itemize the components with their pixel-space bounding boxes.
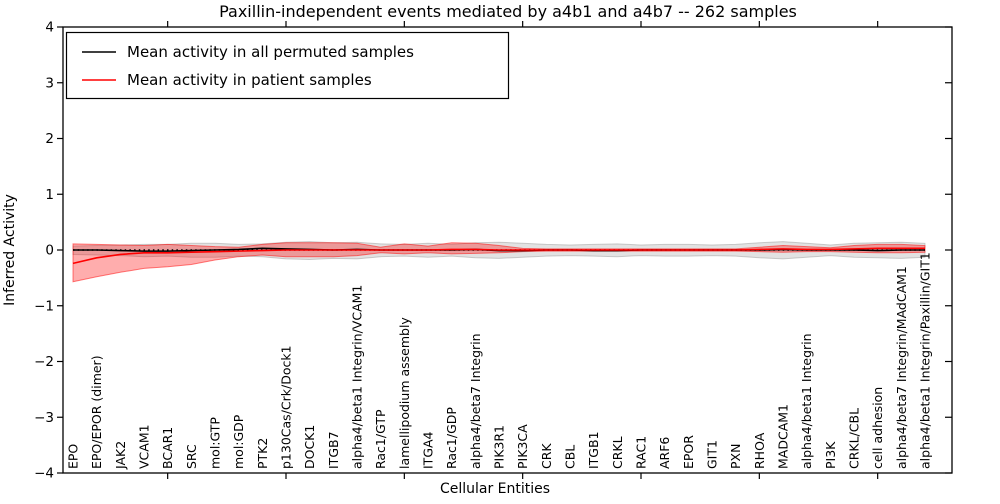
x-category-label: lamellipodium assembly: [397, 317, 412, 469]
x-category-label: PTK2: [255, 438, 270, 469]
x-category-label: PIK3CA: [515, 424, 530, 469]
x-category-label: MADCAM1: [776, 404, 791, 469]
x-category-label: mol:GDP: [231, 414, 246, 469]
x-category-label: PIK3R1: [492, 425, 507, 469]
x-category-label: DOCK1: [302, 425, 317, 469]
x-category-label: ARF6: [657, 437, 672, 469]
x-category-label: EPO: [66, 444, 81, 469]
y-tick-label: 1: [45, 187, 54, 203]
x-category-label: alpha4/beta7 Integrin/MAdCAM1: [894, 266, 909, 469]
x-category-label: BCAR1: [160, 427, 175, 469]
legend-box: [65, 31, 510, 100]
x-axis-label: Cellular Entities: [440, 481, 550, 497]
y-tick-label: −4: [34, 466, 54, 482]
x-category-label: ITGB1: [586, 431, 601, 469]
legend-label-permuted-samples: Mean activity in all permuted samples: [127, 43, 414, 61]
x-category-label: alpha4/beta1 Integrin: [799, 333, 814, 469]
y-tick-label: 2: [45, 131, 54, 147]
x-category-label: EPO/EPOR (dimer): [89, 355, 104, 469]
x-category-label: GIT1: [705, 440, 720, 469]
y-tick-label: −3: [34, 410, 54, 426]
line-layer: [72, 247, 925, 265]
chart-title: Paxillin-independent events mediated by …: [219, 2, 797, 21]
y-tick-label: 0: [45, 243, 54, 259]
x-category-label: PI3K: [823, 441, 838, 469]
x-category-label: RAC1: [634, 436, 649, 469]
y-axis-label: Inferred Activity: [2, 194, 18, 306]
x-category-label: mol:GTP: [208, 417, 223, 469]
x-category-label: p130Cas/Crk/Dock1: [279, 345, 294, 469]
band-layer: [72, 241, 926, 283]
y-tick-label: −1: [34, 298, 54, 314]
legend: Mean activity in all permuted samples Me…: [65, 31, 510, 100]
x-category-label: CRKL: [610, 436, 625, 469]
x-category-label: RHOA: [752, 432, 767, 469]
y-tick-label: 4: [45, 20, 54, 36]
x-category-label: alpha4/beta1 Integrin/Paxillin/GIT1: [918, 252, 933, 469]
x-category-label: ITGB7: [326, 431, 341, 469]
series-line-1: [72, 247, 925, 265]
x-category-label: CRK: [539, 443, 554, 469]
legend-label-patient-samples: Mean activity in patient samples: [127, 71, 372, 89]
x-category-label: Rac1/GDP: [444, 407, 459, 469]
patient-samples-band: [72, 242, 926, 283]
x-category-label: Rac1/GTP: [373, 409, 388, 469]
x-category-label: JAK2: [113, 441, 128, 470]
x-category-label: ITGA4: [421, 431, 436, 469]
x-category-label: CBL: [563, 445, 578, 469]
y-tick-label: 3: [45, 75, 54, 91]
x-category-label: EPOR: [681, 435, 696, 469]
x-category-label: alpha4/beta1 Integrin/VCAM1: [350, 285, 365, 469]
x-category-label: VCAM1: [137, 424, 152, 469]
axes-layer: −4 −3 −2 −1 0 1 2 3 4 EPO EPO/EPOR (dimer) JAK2 VCAM…: [34, 20, 953, 482]
x-category-label: CRKL/CBL: [847, 408, 862, 469]
x-category-label: PXN: [728, 444, 743, 469]
x-category-label: alpha4/beta7 Integrin: [468, 333, 483, 469]
y-tick-label: −2: [34, 354, 54, 370]
x-category-label: cell adhesion: [870, 387, 885, 469]
x-category-label: SRC: [184, 444, 199, 469]
